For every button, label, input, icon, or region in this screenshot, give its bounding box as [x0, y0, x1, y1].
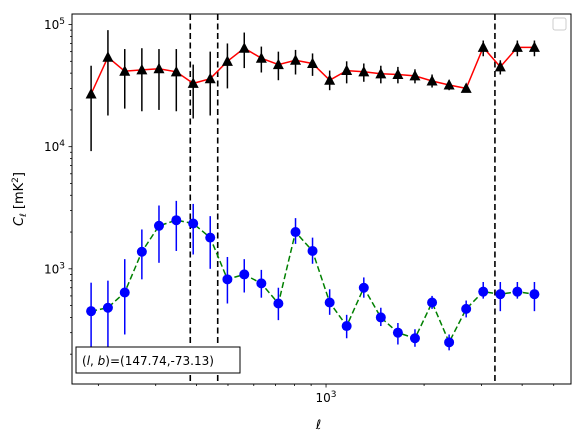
upper-series-point: [358, 65, 370, 77]
annotation-text: (l, b)=(147.74,-73.13): [82, 354, 214, 368]
lower-series-point: [529, 289, 540, 300]
upper-series-point: [443, 78, 455, 90]
upper-series-point: [153, 62, 165, 74]
lower-series-point: [427, 297, 438, 308]
axes: 103 103 104 105: [44, 17, 555, 405]
upper-series-point: [102, 51, 114, 62]
lower-series-point: [495, 289, 506, 300]
lower-series-point: [273, 298, 284, 309]
annotation: (l, b)=(147.74,-73.13): [75, 346, 241, 374]
lower-series-point: [392, 327, 403, 338]
y-axis-label: Cℓ [mK2]: [11, 172, 29, 226]
y-tick-label: 103: [44, 261, 65, 276]
upper-series-point: [528, 41, 540, 52]
lower-series-point: [409, 333, 420, 344]
upper-series-point: [307, 57, 319, 68]
lower-series-point: [444, 337, 455, 348]
upper-series-point: [272, 58, 284, 70]
lower-series-point: [86, 306, 97, 317]
lower-series-point: [256, 278, 267, 289]
lower-series-point: [341, 321, 352, 332]
lower-series-point: [290, 227, 301, 238]
upper-series-point: [409, 69, 421, 81]
upper-series-point: [238, 42, 250, 53]
upper-series-point: [324, 74, 336, 85]
lower-series-point: [358, 282, 369, 293]
upper-series-point: [187, 77, 199, 88]
legend-box: [552, 17, 567, 31]
lower-series-point: [188, 218, 199, 229]
upper-series-point: [511, 41, 523, 52]
plot-area: [85, 14, 540, 384]
upper-series-point: [170, 65, 182, 77]
lower-series-point: [119, 287, 130, 298]
y-tick-label: 105: [44, 17, 65, 32]
x-tick-label: 103: [316, 390, 337, 405]
plot-frame: [71, 13, 572, 385]
upper-series-point: [85, 87, 97, 99]
upper-series-point: [460, 82, 472, 93]
upper-series-point: [204, 72, 216, 84]
lower-series-point: [153, 220, 164, 231]
lower-series-point: [512, 286, 523, 297]
upper-series-point: [477, 41, 489, 52]
x-axis-label: ℓ: [315, 418, 321, 433]
upper-series-point: [494, 60, 506, 72]
lower-series-point: [171, 215, 182, 226]
upper-series-point: [136, 63, 148, 75]
lower-series-point: [375, 312, 386, 323]
lower-series-point: [222, 274, 233, 285]
y-tick-label: 104: [44, 139, 65, 154]
upper-series-point: [119, 65, 131, 76]
upper-series-point: [392, 68, 404, 79]
upper-series-point: [221, 55, 233, 66]
lower-series-point: [136, 246, 147, 257]
upper-series-point: [255, 52, 267, 63]
upper-series-point: [426, 74, 438, 86]
lower-series-point: [307, 245, 318, 256]
lower-series-point: [239, 269, 250, 280]
upper-series-point: [375, 67, 387, 79]
lower-series-point: [205, 232, 216, 243]
lower-series-point: [102, 302, 113, 313]
upper-series-point: [290, 54, 302, 65]
annotation-box: [75, 346, 241, 374]
upper-series-point: [341, 64, 353, 76]
lower-series-point: [461, 303, 472, 314]
lower-series-point: [324, 297, 335, 308]
lower-series-point: [478, 286, 489, 297]
plot-content: [85, 14, 540, 384]
